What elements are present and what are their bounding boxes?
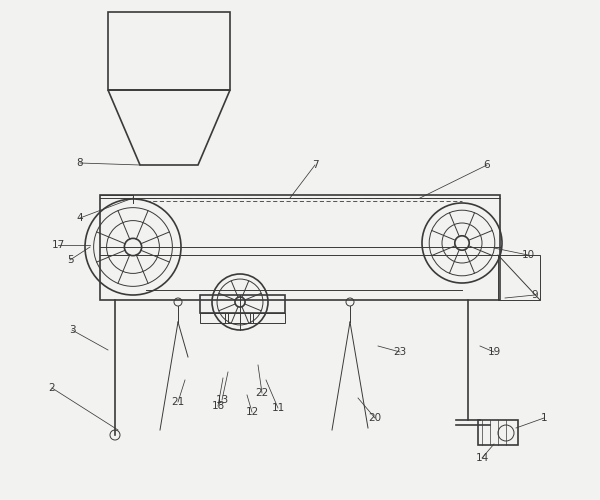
Text: 1: 1 xyxy=(541,413,547,423)
Text: 17: 17 xyxy=(52,240,65,250)
Text: 14: 14 xyxy=(475,453,488,463)
Text: 18: 18 xyxy=(211,401,224,411)
Text: 8: 8 xyxy=(77,158,83,168)
Text: 20: 20 xyxy=(368,413,382,423)
Text: 19: 19 xyxy=(487,347,500,357)
Bar xyxy=(225,313,253,323)
Text: 11: 11 xyxy=(271,403,284,413)
Text: 4: 4 xyxy=(77,213,83,223)
Text: 22: 22 xyxy=(256,388,269,398)
Text: 10: 10 xyxy=(521,250,535,260)
Text: 3: 3 xyxy=(68,325,76,335)
Bar xyxy=(200,295,285,313)
Text: 23: 23 xyxy=(394,347,407,357)
Bar xyxy=(250,313,285,323)
Text: 6: 6 xyxy=(484,160,490,170)
Text: 21: 21 xyxy=(172,397,185,407)
Text: 13: 13 xyxy=(215,395,229,405)
Bar xyxy=(200,313,228,323)
Bar xyxy=(478,420,518,445)
Bar xyxy=(100,195,500,300)
Text: 9: 9 xyxy=(532,290,538,300)
Bar xyxy=(498,255,540,300)
Text: 7: 7 xyxy=(311,160,319,170)
Text: 2: 2 xyxy=(49,383,55,393)
Text: 12: 12 xyxy=(245,407,259,417)
Text: 5: 5 xyxy=(67,255,73,265)
